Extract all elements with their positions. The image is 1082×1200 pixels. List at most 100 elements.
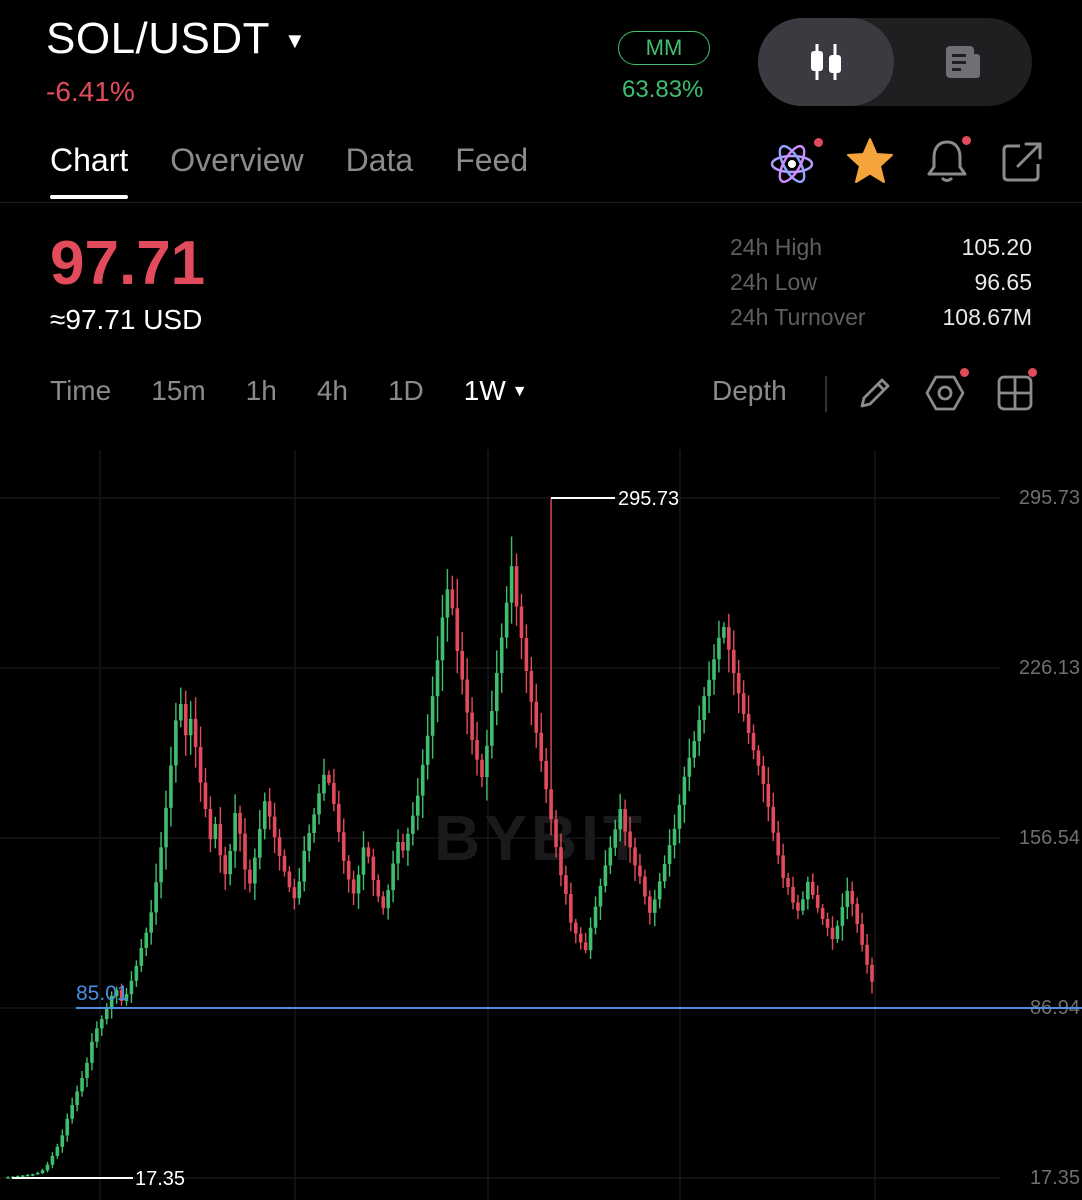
candle-body xyxy=(238,812,242,834)
candle-body xyxy=(529,671,534,702)
timeframe-4h[interactable]: 4h xyxy=(316,375,348,406)
candle-body xyxy=(114,990,119,996)
favorite-button[interactable] xyxy=(845,136,895,191)
candle-body xyxy=(6,1177,10,1179)
candle-body xyxy=(327,774,331,783)
draw-tool-button[interactable] xyxy=(856,374,894,417)
candle-body xyxy=(376,880,381,897)
news-view-button[interactable] xyxy=(896,18,1032,106)
candle-body xyxy=(386,890,390,909)
candle-body xyxy=(776,832,780,856)
candle-body xyxy=(267,801,272,817)
candle-body xyxy=(50,1155,55,1165)
candle-body xyxy=(781,855,785,878)
candle-body xyxy=(751,733,756,751)
candle-body xyxy=(593,906,598,928)
candle-body xyxy=(183,703,188,736)
timeframe-15m[interactable]: 15m xyxy=(151,375,206,406)
candle-body xyxy=(119,990,124,1002)
candle-body xyxy=(75,1091,79,1106)
candle-body xyxy=(608,847,613,866)
candle-body xyxy=(262,801,267,830)
caret-down-icon: ▼ xyxy=(284,28,307,53)
candle-body xyxy=(687,757,692,777)
last-price: 97.71 xyxy=(50,229,206,298)
candle-body xyxy=(845,890,850,907)
depth-button[interactable]: Depth xyxy=(712,375,787,406)
candle-body xyxy=(534,701,539,733)
candle-body xyxy=(633,847,637,866)
price-change-percent: -6.41% xyxy=(46,76,135,107)
candle-body xyxy=(415,795,420,816)
price-level-label: 85.01 xyxy=(76,982,129,1005)
candle-body xyxy=(623,809,627,832)
candle-body xyxy=(425,735,430,765)
candle-body xyxy=(302,850,307,882)
candle-body xyxy=(174,720,178,766)
candlestick-chart[interactable]: 295.73226.13156.5486.9417.35BYBIT295.731… xyxy=(0,440,1082,1200)
mm-badge[interactable]: MM xyxy=(618,31,710,65)
candle-body xyxy=(100,1019,104,1029)
timeframe-1d[interactable]: 1D xyxy=(387,375,424,406)
timeframe-1w-label: 1W xyxy=(463,375,506,406)
candle-body xyxy=(504,602,509,638)
grid-layout-icon xyxy=(997,375,1033,411)
candle-body xyxy=(322,774,326,794)
alert-button[interactable] xyxy=(924,136,971,191)
candle-body xyxy=(613,829,618,848)
tab-chart[interactable]: Chart xyxy=(50,142,129,199)
candle-body xyxy=(850,890,855,904)
candle-body xyxy=(554,819,558,848)
candle-body xyxy=(810,881,815,896)
star-icon xyxy=(847,138,893,183)
candlestick-view-button[interactable] xyxy=(758,18,894,106)
candle-body xyxy=(248,869,252,884)
candle-body xyxy=(159,847,163,883)
candle-body xyxy=(430,696,435,736)
candle-body xyxy=(396,842,400,864)
y-axis-tick-label: 156.54 xyxy=(1019,827,1080,849)
bell-icon xyxy=(927,140,967,182)
y-axis-tick-label: 295.73 xyxy=(1019,487,1080,509)
candle-body xyxy=(672,828,677,846)
atom-button[interactable] xyxy=(768,138,823,191)
candle-body xyxy=(524,638,529,672)
candle-body xyxy=(450,589,455,609)
candle-body xyxy=(860,924,864,945)
candle-body xyxy=(193,718,198,747)
candle-body xyxy=(603,865,608,886)
candle-body xyxy=(830,927,835,939)
timeframe-1w[interactable]: 1W ▼ xyxy=(464,375,568,407)
timeframe-1h[interactable]: 1h xyxy=(245,375,277,406)
tab-feed[interactable]: Feed xyxy=(455,142,529,178)
candle-body xyxy=(682,776,687,805)
layout-button[interactable] xyxy=(996,368,1037,417)
candle-body xyxy=(381,896,386,909)
candle-body xyxy=(312,814,316,833)
candle-body xyxy=(253,857,257,884)
toolbar-divider xyxy=(825,376,827,412)
tab-overview[interactable]: Overview xyxy=(170,142,304,178)
candle-body xyxy=(544,760,548,790)
candle-body xyxy=(55,1146,60,1156)
candle-body xyxy=(277,837,282,856)
atom-icon xyxy=(770,144,814,184)
pair-selector[interactable]: SOL/USDT ▼ xyxy=(46,14,306,64)
candle-body xyxy=(475,739,479,760)
candle-body xyxy=(16,1176,20,1178)
candle-body xyxy=(198,746,203,783)
candle-body xyxy=(499,637,504,673)
tab-data[interactable]: Data xyxy=(345,142,414,178)
candle-body xyxy=(361,847,366,875)
candle-body xyxy=(825,918,830,928)
candle-body xyxy=(865,944,869,965)
indicator-settings-button[interactable] xyxy=(924,368,969,419)
candle-body xyxy=(569,894,573,923)
candle-body xyxy=(583,942,588,951)
candle-body xyxy=(588,927,593,951)
candle-body xyxy=(95,1028,99,1042)
candle-body xyxy=(549,789,553,820)
candle-body xyxy=(287,871,292,888)
timeframe-time[interactable]: Time xyxy=(50,375,112,406)
share-button[interactable] xyxy=(1000,140,1044,189)
